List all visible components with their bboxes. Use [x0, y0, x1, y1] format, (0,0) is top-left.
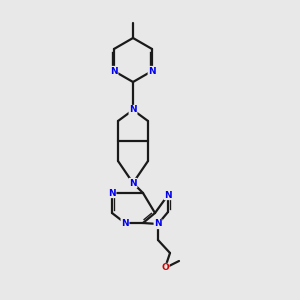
Text: N: N [121, 218, 129, 227]
Text: N: N [108, 188, 116, 197]
Text: N: N [129, 106, 137, 115]
Text: N: N [148, 67, 156, 76]
Text: N: N [129, 178, 137, 188]
Text: N: N [164, 190, 172, 200]
Text: N: N [110, 67, 118, 76]
Text: N: N [154, 220, 162, 229]
Text: O: O [161, 263, 169, 272]
